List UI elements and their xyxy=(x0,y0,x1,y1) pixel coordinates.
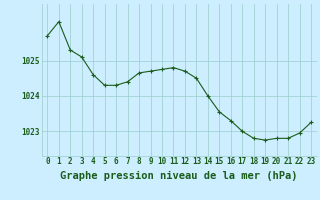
X-axis label: Graphe pression niveau de la mer (hPa): Graphe pression niveau de la mer (hPa) xyxy=(60,171,298,181)
